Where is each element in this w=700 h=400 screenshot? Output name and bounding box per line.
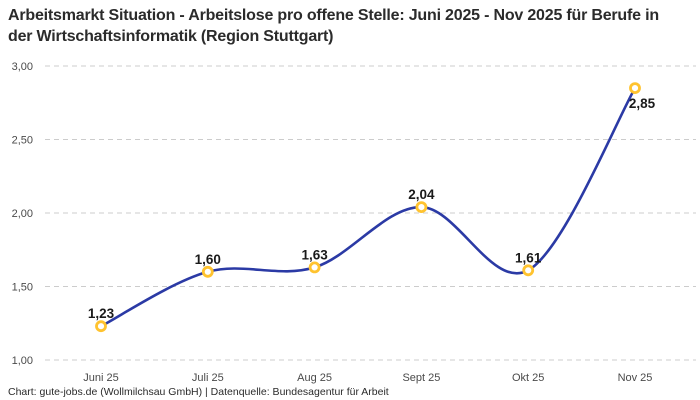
data-point-label: 1,60 [195, 252, 221, 267]
trend-line [99, 86, 637, 328]
x-tick-label: Sept 25 [402, 372, 440, 384]
x-tick-label: Juni 25 [83, 372, 118, 384]
x-tick-label: Okt 25 [512, 372, 544, 384]
data-point-label: 2,85 [629, 96, 656, 111]
data-point-marker[interactable] [415, 201, 428, 214]
x-tick-label: Juli 25 [192, 372, 224, 384]
data-point-label: 1,23 [88, 306, 115, 321]
data-point-label: 1,63 [301, 247, 328, 262]
y-tick-label: 2,50 [12, 135, 33, 147]
y-tick-label: 1,00 [12, 355, 33, 367]
data-point-marker[interactable] [95, 320, 107, 333]
x-tick-label: Nov 25 [618, 372, 653, 384]
chart-credit: Chart: gute-jobs.de (Wollmilchsau GmbH) … [8, 386, 389, 398]
data-point-label: 2,04 [408, 187, 435, 202]
y-tick-label: 2,00 [12, 208, 33, 220]
data-point-marker[interactable] [522, 264, 535, 277]
data-point-marker[interactable] [308, 261, 321, 274]
data-point-label: 1,61 [515, 250, 542, 265]
x-tick-label: Aug 25 [297, 372, 332, 384]
y-tick-label: 3,00 [12, 61, 33, 73]
data-point-marker[interactable] [201, 265, 214, 278]
chart-title: Arbeitsmarkt Situation - Arbeitslose pro… [8, 7, 659, 45]
y-tick-label: 1,50 [12, 282, 33, 294]
data-point-marker[interactable] [629, 82, 641, 94]
